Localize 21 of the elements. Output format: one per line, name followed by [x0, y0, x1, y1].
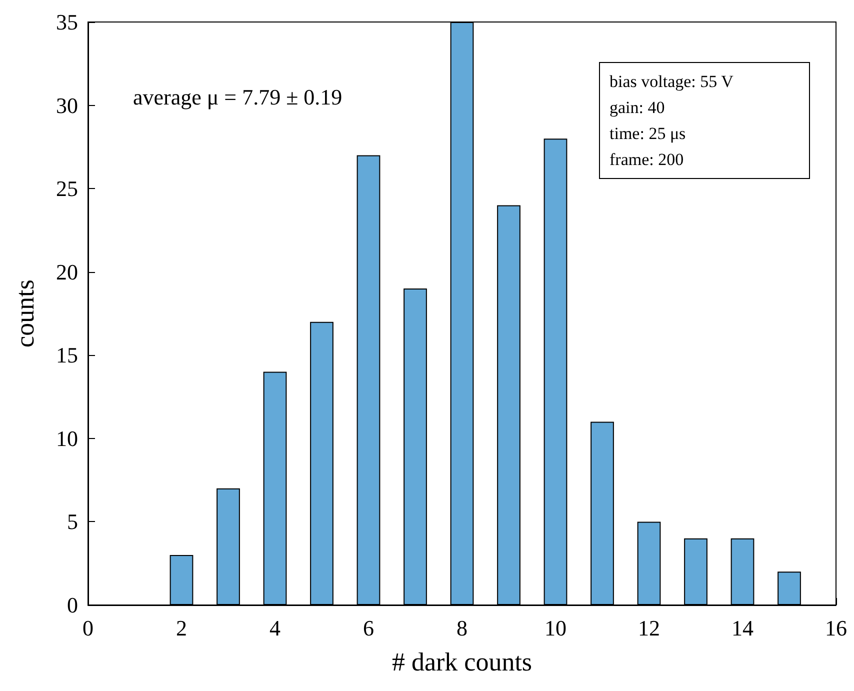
y-tick-label: 5	[67, 509, 78, 534]
annotation: average μ = 7.79 ± 0.19	[133, 84, 342, 110]
x-tick-label: 8	[456, 616, 468, 640]
x-tick-label: 6	[363, 616, 374, 640]
x-tick-label: 12	[638, 616, 660, 640]
y-tick-label: 30	[56, 92, 78, 118]
y-tick-label: 25	[56, 176, 78, 202]
y-tick-label: 20	[56, 259, 78, 284]
x-axis-title: # dark counts	[392, 648, 532, 676]
y-axis-title: counts	[10, 280, 40, 348]
annotation: bias voltage: 55 V gain: 40 time: 25 μs frame: 200	[610, 72, 734, 169]
x-tick-label: 10	[544, 616, 566, 640]
y-tick-label: 35	[56, 10, 78, 34]
x-tick-label: 2	[176, 616, 187, 640]
x-tick-label: 16	[825, 616, 847, 640]
x-tick-label: 14	[732, 616, 754, 640]
x-tick-label: 4	[270, 616, 280, 640]
y-tick-label: 0	[67, 592, 78, 618]
x-tick-label: 0	[82, 616, 94, 640]
y-tick-label: 10	[56, 426, 78, 451]
y-tick-label: 15	[56, 342, 78, 368]
